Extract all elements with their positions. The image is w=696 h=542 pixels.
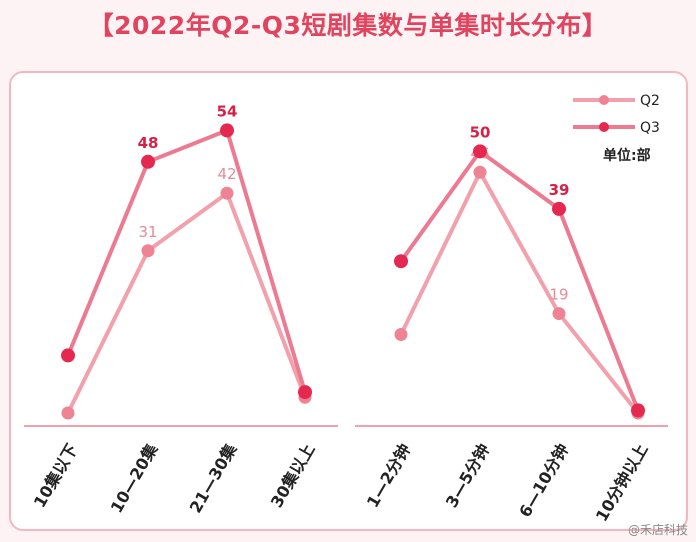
- x-tick-label: 10集以下: [30, 441, 82, 511]
- legend-q2-marker: [599, 95, 609, 105]
- data-point-q2: [394, 328, 408, 341]
- legend-q3-label: Q3: [640, 120, 660, 136]
- legend: Q2 Q3 单位:部: [573, 93, 660, 164]
- data-point-q2: [473, 165, 487, 179]
- chart-title: 【2022年Q2-Q3短剧集数与单集时长分布】: [88, 11, 608, 40]
- data-label-q2: 42: [217, 165, 236, 183]
- watermark: @禾店科技: [627, 523, 688, 537]
- data-label-q3: 54: [217, 102, 238, 120]
- data-point-q2: [141, 244, 155, 258]
- data-point-q3: [552, 201, 566, 216]
- series-line-q2: [66, 191, 307, 414]
- x-tick-label: 10分钟以上: [592, 441, 652, 525]
- data-label-q2: 31: [138, 223, 157, 241]
- data-point-q3: [473, 144, 487, 159]
- data-label-q3: 48: [138, 134, 159, 152]
- x-tick-label: 6—10分钟: [515, 441, 572, 521]
- data-point-q2: [220, 186, 234, 200]
- data-label-q3: 39: [549, 181, 570, 199]
- unit-label: 单位:部: [603, 147, 651, 164]
- data-point-q2: [61, 406, 75, 420]
- data-point-q3: [141, 154, 155, 169]
- data-point-q3: [220, 123, 234, 138]
- x-tick-label: 1—2分钟: [363, 441, 415, 511]
- legend-q3-marker: [599, 122, 609, 132]
- series-line-q3: [66, 128, 307, 393]
- data-point-q3: [631, 403, 645, 418]
- data-point-q2: [552, 307, 566, 321]
- series-line-q3: [399, 149, 640, 412]
- legend-q2-label: Q2: [640, 93, 660, 109]
- x-tick-label: 30集以上: [267, 441, 319, 511]
- x-tick-label: 3—5分钟: [442, 441, 494, 511]
- data-point-q3: [61, 348, 75, 363]
- series-line-q2: [399, 170, 640, 415]
- data-label-q3: 50: [470, 123, 491, 141]
- data-label-q2: 19: [549, 286, 568, 304]
- data-point-q3: [298, 385, 312, 400]
- x-tick-label: 10—20集: [107, 440, 162, 517]
- data-point-q3: [394, 254, 408, 269]
- x-tick-label: 21—30集: [186, 440, 241, 517]
